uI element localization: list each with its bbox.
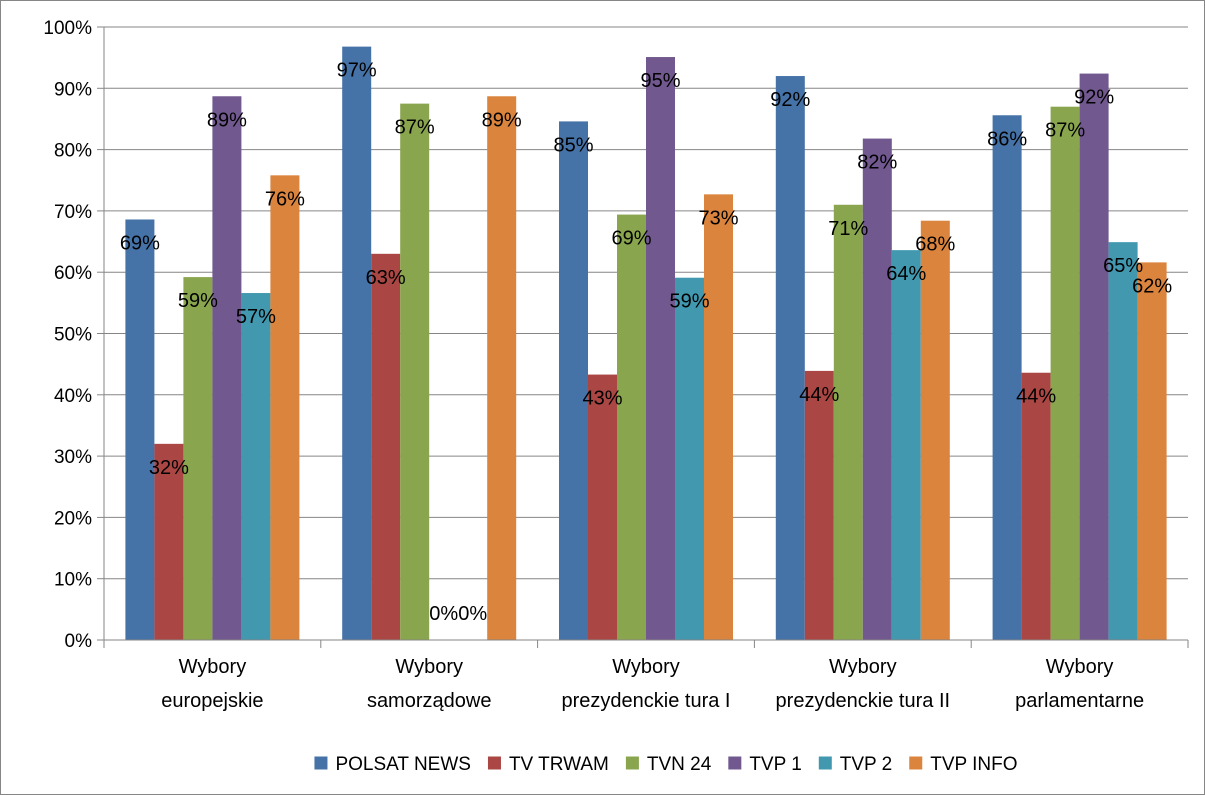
data-label: 44% xyxy=(1016,386,1056,408)
bar xyxy=(992,115,1022,641)
x-category-label: prezydenckie tura II xyxy=(776,690,951,712)
bar xyxy=(588,374,617,640)
bar xyxy=(920,220,950,640)
bar xyxy=(862,138,892,641)
bar xyxy=(1021,372,1051,640)
bars xyxy=(125,46,1167,641)
y-tick-label: 70% xyxy=(54,202,92,223)
bar xyxy=(241,293,271,640)
data-label: 0% xyxy=(429,603,458,625)
data-label: 59% xyxy=(669,291,709,313)
data-label: 68% xyxy=(915,234,955,256)
data-label: 43% xyxy=(582,388,622,410)
data-label: 82% xyxy=(857,152,897,174)
data-label: 76% xyxy=(265,188,305,210)
y-tick-label: 60% xyxy=(54,263,92,284)
bar xyxy=(487,96,517,641)
x-category-label: samorządowe xyxy=(367,690,492,712)
x-category-label: Wybory xyxy=(829,656,897,678)
x-category-label: Wybory xyxy=(1046,656,1114,678)
legend-label: TVP 1 xyxy=(749,754,801,775)
data-label: 44% xyxy=(799,384,839,406)
bar xyxy=(371,253,401,640)
bar xyxy=(804,370,834,640)
x-category-label: parlamentarne xyxy=(1015,690,1144,712)
legend-swatch xyxy=(314,756,328,770)
bar xyxy=(183,277,213,640)
bar xyxy=(704,194,733,640)
data-label: 89% xyxy=(207,109,247,131)
bar xyxy=(1079,73,1109,640)
y-tick-label: 20% xyxy=(54,508,92,529)
y-tick-label: 90% xyxy=(54,79,92,100)
data-label: 69% xyxy=(120,232,160,254)
legend-label: TVP INFO xyxy=(930,754,1017,775)
data-label: 59% xyxy=(178,290,218,312)
data-label: 92% xyxy=(770,89,810,111)
x-category-label: prezydenckie tura I xyxy=(562,690,731,712)
axes xyxy=(97,26,1189,648)
legend: POLSAT NEWS TV TRWAM TVN 24 TVP 1 TVP 2 TVP I… xyxy=(314,754,1018,775)
legend-swatch xyxy=(909,756,923,770)
bar xyxy=(775,76,805,641)
data-label: 73% xyxy=(698,207,738,229)
y-tick-label: 30% xyxy=(54,447,92,468)
data-label: 97% xyxy=(337,60,377,82)
legend-swatch xyxy=(487,756,501,770)
data-label: 86% xyxy=(987,128,1027,150)
bar xyxy=(833,204,863,640)
legend-label: POLSAT NEWS xyxy=(335,754,471,775)
y-tick-label: 40% xyxy=(54,386,92,407)
data-label: 62% xyxy=(1132,275,1172,297)
legend-label: TVN 24 xyxy=(647,754,712,775)
bar xyxy=(675,277,704,640)
x-category-label: Wybory xyxy=(179,656,247,678)
data-label: 0% xyxy=(458,603,487,625)
data-label: 71% xyxy=(828,218,868,240)
legend-label: TVP 2 xyxy=(840,754,892,775)
data-label: 87% xyxy=(395,117,435,139)
y-tick-label: 50% xyxy=(54,325,92,346)
data-label: 32% xyxy=(149,457,189,479)
data-label: 89% xyxy=(482,109,522,131)
legend-swatch xyxy=(728,756,742,770)
x-category-labels: Wybory europejskie Wybory samorządowe Wybory… xyxy=(161,656,1144,712)
y-tick-labels: 0% 10% 20% 30% 40% 50% 60% 70% 80% 90% 100% xyxy=(43,18,92,652)
data-label: 92% xyxy=(1074,87,1114,109)
data-label: 87% xyxy=(1045,120,1085,142)
data-label: 57% xyxy=(236,306,276,328)
bar xyxy=(270,175,300,640)
data-labels: 69% 32% 59% 89% 57% 76% 97% 63% 87% 0% 0% 89% 85% 43%… xyxy=(120,60,1172,625)
bar xyxy=(1050,106,1080,640)
x-category-label: Wybory xyxy=(612,656,680,678)
data-label: 95% xyxy=(640,70,680,92)
data-label: 63% xyxy=(366,267,406,289)
x-category-label: europejskie xyxy=(161,690,263,712)
legend-swatch xyxy=(818,756,832,770)
bar xyxy=(125,219,155,640)
bar xyxy=(646,57,675,641)
legend-label: TV TRWAM xyxy=(509,754,609,775)
data-label: 64% xyxy=(886,263,926,285)
data-label: 65% xyxy=(1103,255,1143,277)
bar xyxy=(400,103,430,640)
bar xyxy=(617,214,646,640)
y-tick-label: 10% xyxy=(54,570,92,591)
y-tick-label: 80% xyxy=(54,141,92,162)
bar xyxy=(1108,242,1138,640)
bar xyxy=(1137,262,1167,640)
bar xyxy=(891,250,921,640)
bar xyxy=(559,121,588,641)
y-tick-label: 0% xyxy=(65,631,93,652)
data-label: 85% xyxy=(553,134,593,156)
legend-swatch xyxy=(625,756,639,770)
bar xyxy=(342,46,372,640)
bar xyxy=(154,443,184,640)
y-tick-label: 100% xyxy=(43,18,92,39)
x-category-label: Wybory xyxy=(395,656,463,678)
data-label: 69% xyxy=(611,228,651,250)
bar xyxy=(212,96,242,641)
